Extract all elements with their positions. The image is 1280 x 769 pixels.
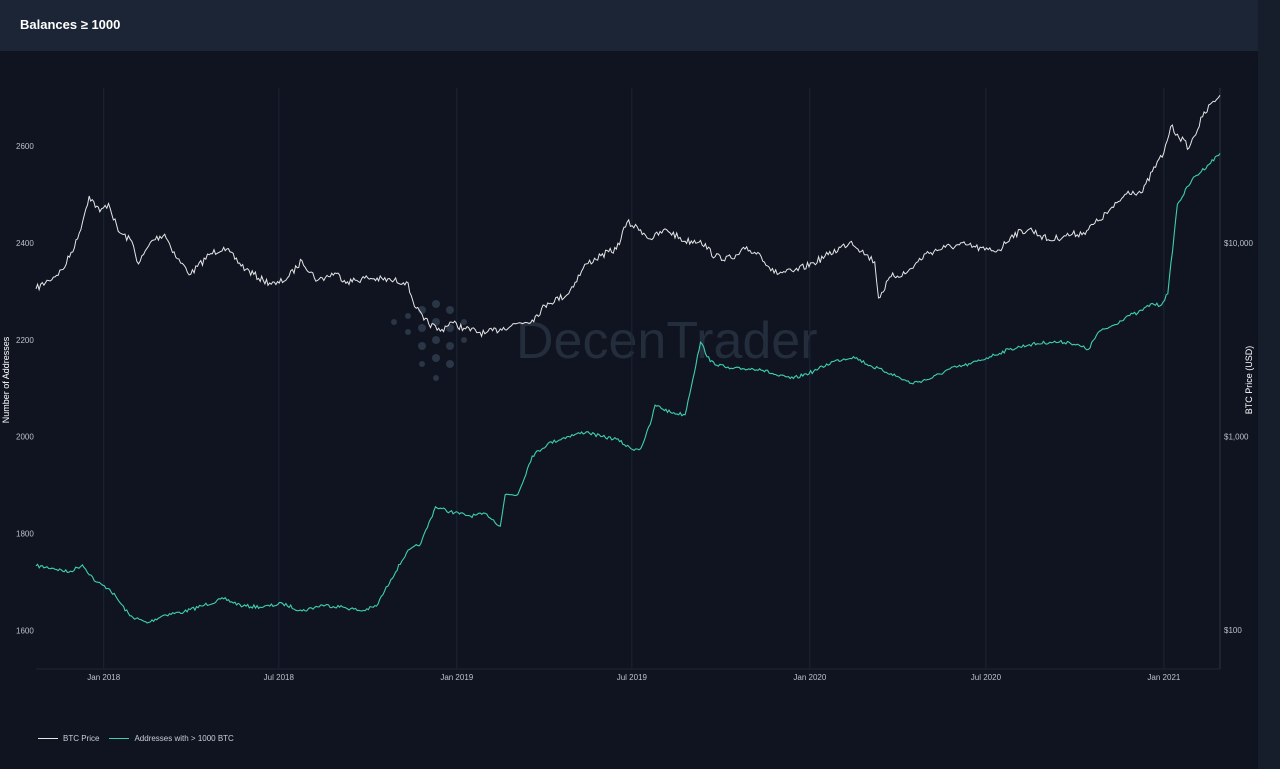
- x-tick-label: Jul 2020: [971, 673, 1002, 682]
- x-axis-ticks: Jan 2018 Jul 2018 Jan 2019 Jul 2019 Jan 2020…: [87, 673, 1181, 682]
- panel-header: Balances ≥ 1000: [0, 0, 1258, 51]
- left-tick-label: 1600: [16, 626, 34, 635]
- left-tick-label: 2400: [16, 239, 34, 248]
- x-tick-label: Jul 2019: [617, 673, 648, 682]
- right-axis-ticks: $10,000 $1,000 $100: [1224, 239, 1253, 635]
- left-axis-title: Number of Addresses: [1, 336, 11, 423]
- legend-swatch-addresses: [109, 738, 130, 739]
- legend: BTC Price Addresses with > 1000 BTC: [38, 734, 234, 743]
- decentrader-watermark: DecenTrader: [391, 300, 818, 381]
- right-tick-label: $100: [1224, 626, 1242, 635]
- x-tick-label: Jan 2021: [1147, 673, 1180, 682]
- left-tick-label: 2000: [16, 433, 34, 442]
- left-axis-ticks: 2600 2400 2200 2000 1800 1600: [16, 142, 34, 635]
- series-line-addresses: [35, 153, 1221, 624]
- left-tick-label: 1800: [16, 529, 34, 538]
- chart-title: Balances ≥ 1000: [20, 17, 121, 32]
- legend-item-btc-price[interactable]: BTC Price: [38, 734, 99, 743]
- scroll-gutter: [1258, 0, 1280, 769]
- watermark-text: DecenTrader: [516, 312, 818, 370]
- grid-lines: [36, 88, 1220, 670]
- right-tick-label: $1,000: [1224, 433, 1249, 442]
- right-axis-title: BTC Price (USD): [1244, 346, 1254, 415]
- legend-label-addresses: Addresses with > 1000 BTC: [134, 734, 234, 743]
- left-tick-label: 2200: [16, 336, 34, 345]
- x-tick-label: Jan 2019: [440, 673, 473, 682]
- x-tick-label: Jul 2018: [264, 673, 295, 682]
- x-tick-label: Jan 2020: [793, 673, 826, 682]
- x-tick-label: Jan 2018: [87, 673, 120, 682]
- left-tick-label: 2600: [16, 142, 34, 151]
- right-tick-label: $10,000: [1224, 239, 1253, 248]
- legend-swatch-btc-price: [38, 738, 58, 739]
- legend-label-btc-price: BTC Price: [63, 734, 100, 743]
- series-line-btc-price: [35, 95, 1221, 338]
- legend-item-addresses[interactable]: Addresses with > 1000 BTC: [109, 734, 234, 743]
